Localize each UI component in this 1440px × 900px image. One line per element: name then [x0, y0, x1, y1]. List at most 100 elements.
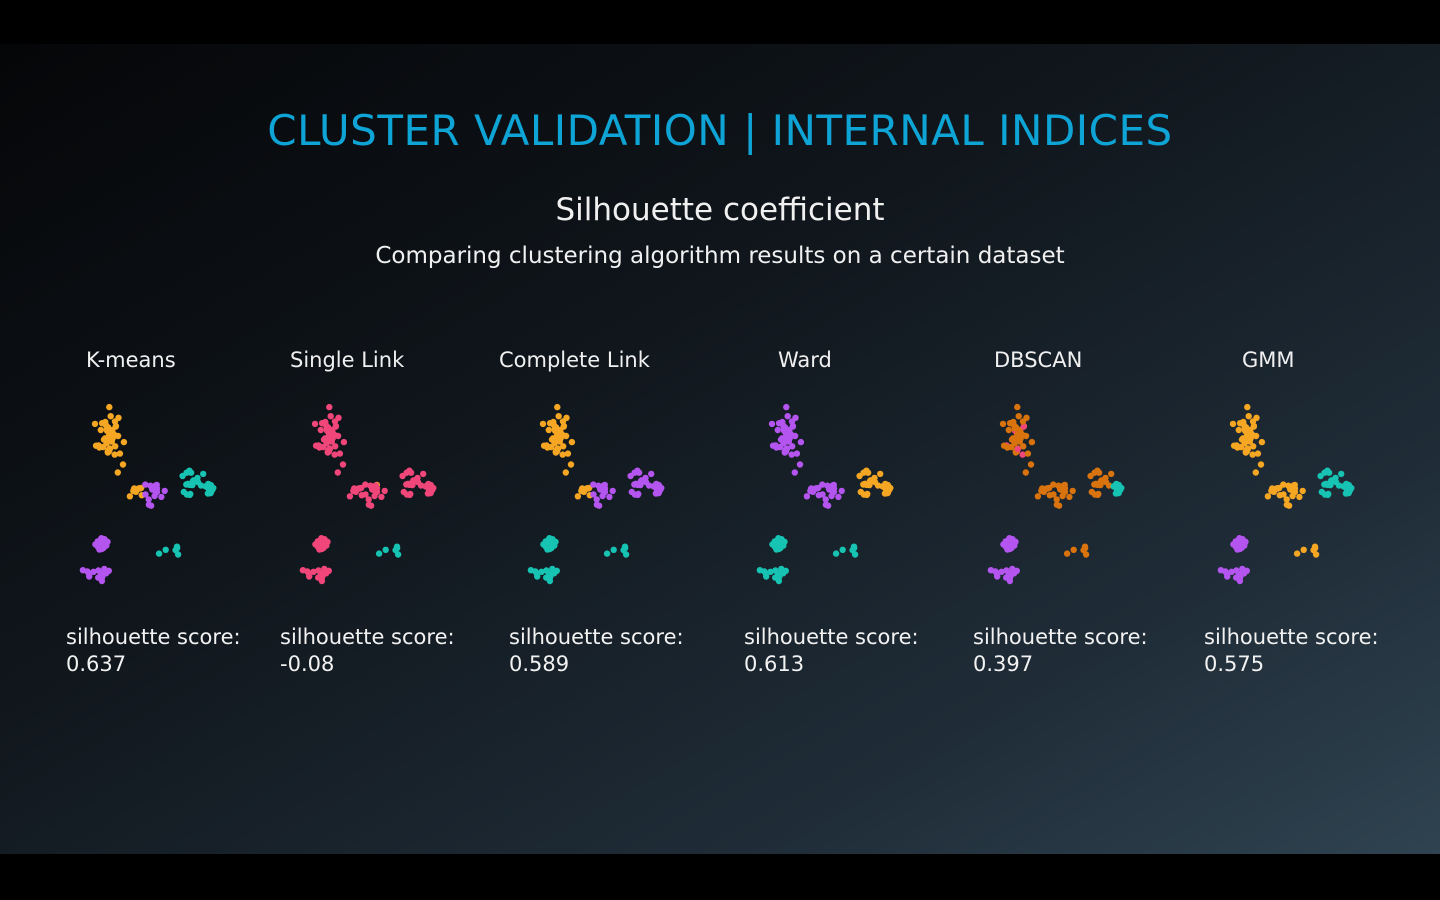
scatter-point	[772, 567, 779, 574]
scatter-point	[1240, 418, 1247, 426]
scatter-point	[600, 482, 607, 489]
scatter-point	[559, 418, 567, 425]
scatter-point	[393, 543, 401, 550]
scatter-point	[547, 443, 555, 451]
scatter-point	[778, 565, 785, 573]
scatter-point	[554, 445, 561, 453]
scatter-point	[1039, 485, 1046, 492]
score-label: silhouette score:	[66, 625, 241, 649]
scatter-point	[1296, 493, 1303, 501]
scatter-point	[550, 418, 557, 426]
scatter-point	[365, 496, 372, 503]
scatter-point	[95, 567, 102, 574]
scatter-point	[1016, 438, 1023, 445]
scatter-point	[326, 431, 333, 439]
scatter-point	[1224, 573, 1231, 580]
scatter-point	[142, 481, 149, 488]
scatter-point	[92, 442, 100, 449]
scatter-point	[1252, 469, 1259, 476]
scatter-point	[539, 420, 547, 428]
scatter-point	[1097, 480, 1104, 487]
scatter-point	[1244, 431, 1251, 439]
scatter-point	[1022, 469, 1029, 476]
scatter-point	[839, 546, 846, 553]
scatter-point	[299, 567, 307, 574]
scatter-point	[1249, 451, 1256, 458]
scatter-point	[601, 487, 608, 494]
scatter-point	[590, 491, 597, 498]
scatter-point	[789, 423, 796, 430]
scatter-point	[331, 451, 338, 458]
scatter-point	[161, 487, 168, 495]
scatter-point	[1055, 502, 1063, 509]
scatter-point	[590, 481, 597, 488]
scatter-point	[534, 573, 541, 580]
scatter-point	[884, 484, 892, 491]
scatter-point	[420, 470, 427, 478]
scatter-point	[556, 438, 563, 445]
panel-title: Complete Link	[499, 348, 650, 372]
scatter-point	[158, 493, 165, 501]
scatter-point	[173, 543, 181, 550]
scatter-point	[822, 496, 829, 503]
scatter-point	[1291, 487, 1298, 494]
scatter-point	[877, 470, 884, 478]
panel-kmeans: K-means silhouette score: 0.637	[62, 344, 282, 704]
scatter-point	[1237, 443, 1245, 451]
scatter-point	[1233, 567, 1240, 574]
scatter-point	[339, 461, 347, 468]
scatter-point	[652, 490, 660, 497]
scatter-point	[328, 438, 335, 445]
scatter-point	[1019, 451, 1026, 458]
score-label: silhouette score:	[1204, 625, 1379, 649]
scatter-point	[101, 565, 108, 573]
scatter-point	[327, 413, 334, 420]
scatter-point	[635, 490, 642, 498]
scatter-point	[793, 450, 801, 457]
scatter-point	[1345, 484, 1353, 491]
scatter-point	[1311, 543, 1319, 550]
silhouette-score: silhouette score: 0.613	[744, 624, 919, 678]
scatter-point	[414, 474, 421, 482]
scatter-point	[1087, 472, 1094, 480]
scatter-point	[1081, 543, 1089, 550]
scatter-point	[111, 451, 118, 458]
scatter-point	[1280, 491, 1287, 498]
scatter-point	[1108, 470, 1115, 478]
scatter-point	[1024, 450, 1032, 457]
scatter-point	[788, 418, 796, 425]
scatter-point	[147, 482, 154, 489]
scatter-point	[1300, 546, 1307, 553]
scatter-point	[1014, 445, 1021, 453]
scatter-point	[306, 573, 313, 580]
scatter-point	[1069, 487, 1076, 495]
scatter-point	[86, 573, 93, 580]
scatter-point	[881, 490, 889, 497]
scatter-point	[351, 485, 358, 492]
scatter-point	[1280, 481, 1287, 488]
scatter-point	[375, 550, 383, 557]
silhouette-score: silhouette score: 0.589	[509, 624, 684, 678]
slide-description: Comparing clustering algorithm results o…	[375, 243, 1065, 269]
scatter-point	[544, 537, 552, 544]
scatter-point	[554, 431, 561, 439]
scatter-point	[1091, 481, 1098, 488]
scatter-point	[621, 543, 629, 550]
panel-ward: Ward silhouette score: 0.613	[739, 344, 959, 704]
scatter-point	[1000, 541, 1007, 548]
cluster-scatter-plot	[756, 403, 894, 585]
scatter-point	[543, 574, 550, 581]
scatter-point	[1015, 413, 1022, 420]
scatter-point	[788, 451, 795, 458]
scatter-point	[655, 484, 663, 491]
scatter-point	[1014, 431, 1021, 439]
scatter-point	[162, 546, 169, 553]
scatter-point	[153, 487, 160, 494]
scatter-point	[187, 490, 194, 498]
scatter-point	[106, 431, 113, 439]
scatter-point	[92, 541, 99, 548]
scatter-point	[332, 443, 339, 450]
scatter-point	[1235, 426, 1242, 434]
scatter-point	[97, 426, 104, 434]
scatter-point	[1014, 403, 1021, 411]
